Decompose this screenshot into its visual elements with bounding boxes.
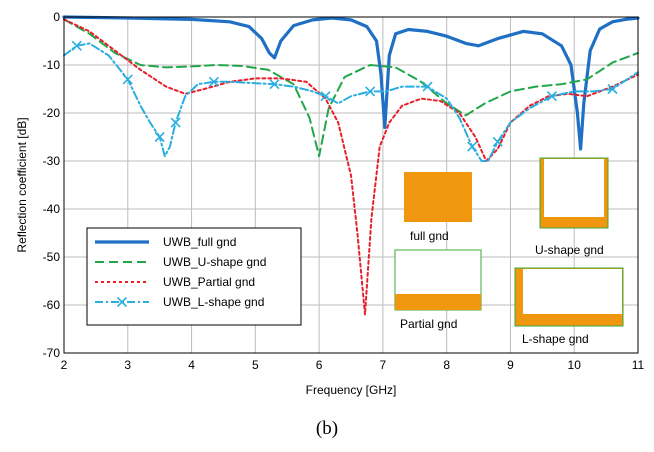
y-tick-label: -20 [43,106,61,120]
series-point-marker [320,91,331,102]
y-tick-label: -40 [43,202,61,216]
x-tick-label: 6 [316,358,323,372]
marker-stroke [170,117,181,128]
series-layer [62,15,640,316]
marker-stroke [422,81,433,92]
x-tick-label: 8 [443,358,450,372]
legend-marker [116,296,128,308]
marker-stroke [122,74,133,85]
substrate-outline [539,157,609,229]
legend-box [86,227,302,326]
series-point-marker [607,83,618,95]
marker-stroke [492,136,503,147]
y-tick-label: -60 [43,298,61,312]
y-tick-label: -70 [43,346,61,360]
series-point-marker [492,136,503,147]
y-tick-label: -50 [43,250,61,264]
legend: UWB_full gnd UWB_U-shape gnd UWB_Partial g… [86,227,302,326]
ground-insets: full gnd U-shape gnd Partial gnd L-shape gn… [394,157,624,346]
reflection-coefficient-chart: 2 3 4 5 6 7 8 9 10 11 0 -10 -20 -30 -40 -50 -60 -70 Frequ… [15,10,645,397]
y-axis-label: Reflection coefficient [dB] [15,117,29,252]
series-point-marker [546,91,557,102]
inset-label: L-shape gnd [522,332,589,346]
series-point-marker [269,79,280,90]
marker-stroke [320,91,331,102]
ground-cutout [523,269,622,314]
marker-stroke [154,131,165,143]
series-point-marker [422,81,433,92]
tick-labels: 2 3 4 5 6 7 8 9 10 11 0 -10 -20 -30 -40 -50 -60 -70 [43,10,645,372]
x-tick-label: 3 [124,358,131,372]
x-tick-label: 2 [61,358,68,372]
marker-stroke [546,91,557,102]
x-tick-label: 10 [568,358,582,372]
legend-entry-2: UWB_Partial gnd [163,275,255,289]
y-tick-label: -10 [43,58,61,72]
series-line-1 [63,18,639,158]
legend-entry-0: UWB_full gnd [163,235,236,249]
marker-stroke [71,40,82,51]
series-point-marker [365,86,376,97]
marker-stroke [467,141,478,152]
x-tick-label: 4 [188,358,195,372]
y-tick-label: -30 [43,154,61,168]
legend-entry-1: UWB_U-shape gnd [163,255,266,269]
marker-stroke [269,79,280,90]
inset-U-ground [539,157,609,229]
x-tick-label: 9 [507,358,514,372]
series-point-marker [122,74,133,85]
marker-stroke [116,296,128,308]
figure-caption: (b) [315,418,339,439]
x-tick-label: 5 [252,358,259,372]
inset-partial-ground [394,249,482,311]
marker-stroke [365,86,376,97]
y-tick-label: 0 [53,10,60,24]
ground-plane [404,172,472,222]
series-point-marker [154,131,165,143]
marker-stroke [208,76,219,87]
plot-frame [63,16,639,354]
marker-stroke [607,83,618,95]
inset-label: U-shape gnd [535,243,604,257]
inset-L-ground [514,267,624,327]
inset-full-ground [404,172,472,222]
series-line-0 [62,15,640,151]
legend-entry-3: UWB_L-shape gnd [163,295,264,309]
ground-cutout [544,159,604,217]
ground-plane [395,294,481,310]
series-point-marker [208,76,219,87]
x-axis-label: Frequency [GHz] [306,383,397,397]
series-point-marker [71,40,82,51]
inset-label: Partial gnd [400,317,457,331]
inset-label: full gnd [410,229,449,243]
series-line-2 [63,18,639,316]
substrate-outline [514,267,624,327]
series-point-marker [467,141,478,152]
series-point-marker [170,117,181,128]
x-tick-label: 11 [632,358,645,372]
x-tick-label: 7 [380,358,387,372]
